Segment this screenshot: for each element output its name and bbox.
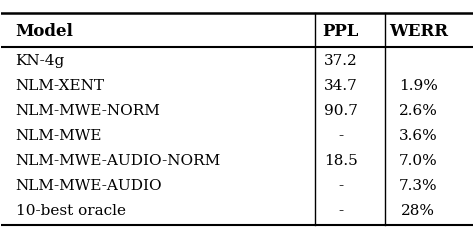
Text: 18.5: 18.5 bbox=[324, 154, 357, 168]
Text: 37.2: 37.2 bbox=[324, 53, 357, 68]
Text: KN-4g: KN-4g bbox=[16, 53, 65, 68]
Text: 34.7: 34.7 bbox=[324, 79, 357, 93]
Text: 10-best oracle: 10-best oracle bbox=[16, 204, 126, 218]
Text: 1.9%: 1.9% bbox=[399, 79, 438, 93]
Text: NLM-MWE-AUDIO: NLM-MWE-AUDIO bbox=[16, 179, 162, 193]
Text: 2.6%: 2.6% bbox=[399, 104, 438, 118]
Text: -: - bbox=[338, 129, 343, 143]
Text: NLM-MWE-AUDIO-NORM: NLM-MWE-AUDIO-NORM bbox=[16, 154, 221, 168]
Text: NLM-MWE: NLM-MWE bbox=[16, 129, 102, 143]
Text: NLM-XENT: NLM-XENT bbox=[16, 79, 105, 93]
Text: 3.6%: 3.6% bbox=[399, 129, 438, 143]
Text: Model: Model bbox=[16, 23, 73, 40]
Text: 7.0%: 7.0% bbox=[399, 154, 438, 168]
Text: -: - bbox=[338, 204, 343, 218]
Text: NLM-MWE-NORM: NLM-MWE-NORM bbox=[16, 104, 160, 118]
Text: -: - bbox=[338, 179, 343, 193]
Text: 28%: 28% bbox=[401, 204, 436, 218]
Text: 90.7: 90.7 bbox=[324, 104, 357, 118]
Text: WERR: WERR bbox=[389, 23, 448, 40]
Text: PPL: PPL bbox=[322, 23, 359, 40]
Text: 7.3%: 7.3% bbox=[399, 179, 438, 193]
